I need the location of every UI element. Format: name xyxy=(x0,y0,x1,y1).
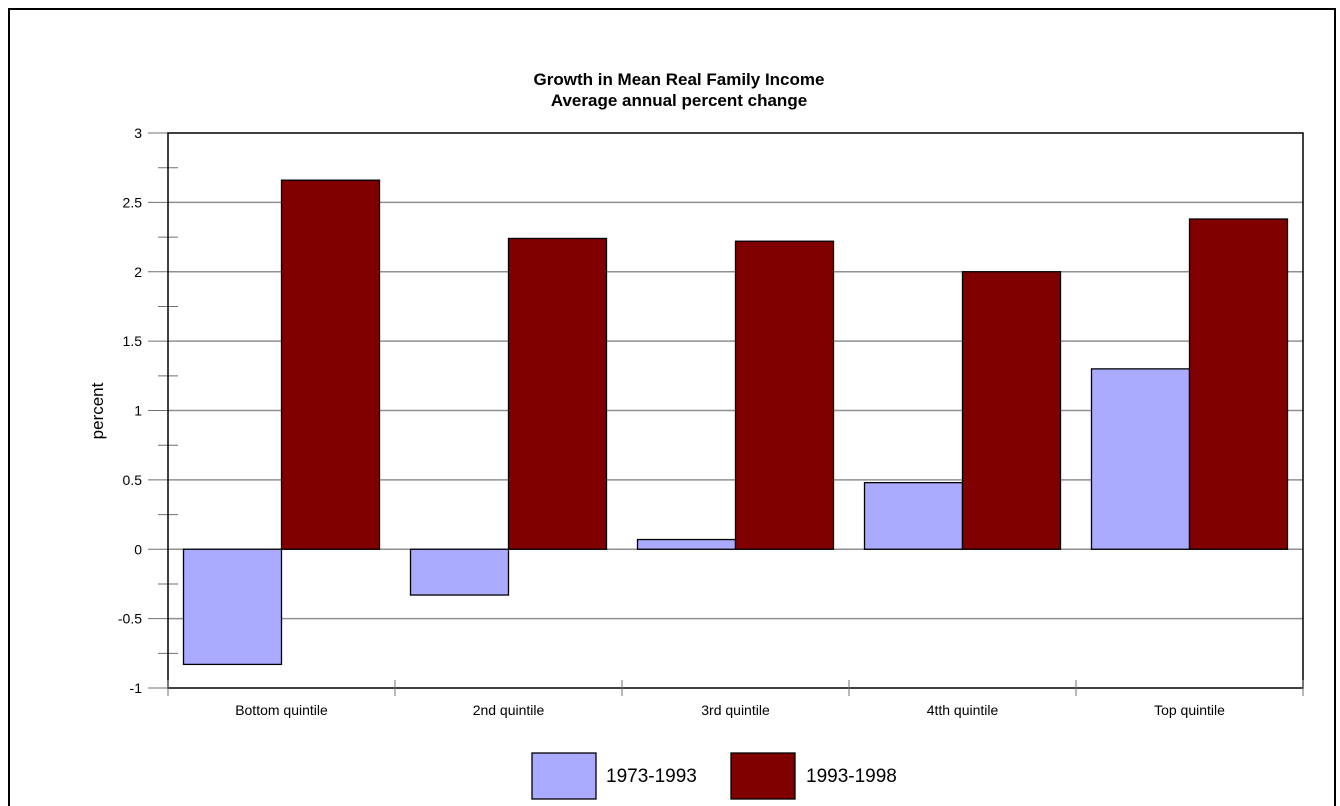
x-tick-label: Top quintile xyxy=(1154,702,1225,718)
bar-1993-1998-Top quintile xyxy=(1188,218,1289,550)
legend: 1973-1993 1993-1998 xyxy=(531,752,897,800)
x-tick-label: 2nd quintile xyxy=(473,702,545,718)
chart-subtitle: Average annual percent change xyxy=(551,91,807,110)
y-tick-labels: -1 -0.5 0 0.5 1 1.5 2 2.5 3 xyxy=(118,125,142,696)
y-axis-label: percent xyxy=(88,382,107,439)
y-tick-label: 2.5 xyxy=(123,194,143,210)
y-tick-label: 2 xyxy=(134,264,142,280)
legend-swatch xyxy=(730,752,796,800)
y-tick-label: 1.5 xyxy=(123,333,143,349)
x-tick-label: Bottom quintile xyxy=(235,702,328,718)
plot-border xyxy=(167,132,1304,689)
legend-label: 1993-1998 xyxy=(806,766,897,787)
legend-label: 1973-1993 xyxy=(606,766,697,787)
bar-1993-1998-3rd quintile xyxy=(734,240,835,550)
x-tick-label: 3rd quintile xyxy=(701,702,770,718)
bar-1973-1993-Bottom quintile xyxy=(182,548,283,666)
y-tick-label: -0.5 xyxy=(118,611,142,627)
bar-1973-1993-4tth quintile xyxy=(863,481,964,550)
bar-1993-1998-2nd quintile xyxy=(507,237,608,550)
y-tick-label: 0 xyxy=(134,541,142,557)
x-tick-labels: Bottom quintile 2nd quintile 3rd quintile 4… xyxy=(235,702,1225,718)
y-tick-label: -1 xyxy=(130,680,143,696)
legend-swatch xyxy=(531,752,597,800)
bar-1973-1993-3rd quintile xyxy=(636,538,737,550)
x-tick-label: 4tth quintile xyxy=(927,702,999,718)
y-tick-label: 3 xyxy=(134,125,142,141)
axes xyxy=(148,132,1304,696)
bars xyxy=(182,179,1289,666)
chart-title: Growth in Mean Real Family Income xyxy=(534,70,825,89)
bar-1993-1998-4tth quintile xyxy=(961,271,1062,550)
bar-1973-1993-Top quintile xyxy=(1090,368,1191,550)
bar-1993-1998-Bottom quintile xyxy=(280,179,381,550)
bar-1973-1993-2nd quintile xyxy=(409,548,510,596)
y-tick-label: 1 xyxy=(134,403,142,419)
y-tick-label: 0.5 xyxy=(123,472,143,488)
